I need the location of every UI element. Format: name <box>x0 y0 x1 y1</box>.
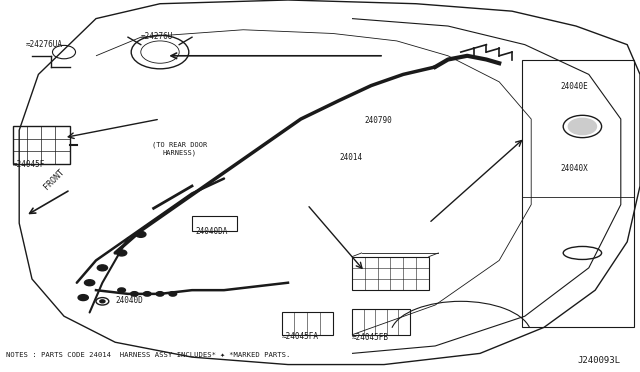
Text: ≂24276U: ≂24276U <box>141 32 173 41</box>
Circle shape <box>143 292 151 296</box>
Text: NOTES : PARTS CODE 24014  HARNESS ASSY INCLUDES* ✦ *MARKED PARTS.: NOTES : PARTS CODE 24014 HARNESS ASSY IN… <box>6 351 291 357</box>
Circle shape <box>131 292 138 296</box>
Circle shape <box>118 288 125 292</box>
Text: ≂24045F: ≂24045F <box>13 160 45 169</box>
Circle shape <box>116 250 127 256</box>
Text: 24040X: 24040X <box>560 164 588 173</box>
Circle shape <box>97 265 108 271</box>
Text: FRONT: FRONT <box>42 167 66 192</box>
Text: 240790: 240790 <box>365 116 392 125</box>
Circle shape <box>78 295 88 301</box>
Text: 24040DA: 24040DA <box>195 227 227 236</box>
Circle shape <box>84 280 95 286</box>
Text: 24040E: 24040E <box>560 82 588 91</box>
Text: ≂24276UA: ≂24276UA <box>26 39 63 48</box>
Text: 24014: 24014 <box>339 153 362 162</box>
Text: ≂24045FB: ≂24045FB <box>352 333 389 342</box>
Text: (TO REAR DOOR
HARNESS): (TO REAR DOOR HARNESS) <box>152 142 207 156</box>
Circle shape <box>169 292 177 296</box>
Circle shape <box>156 292 164 296</box>
Circle shape <box>568 118 596 135</box>
Text: 24040D: 24040D <box>115 296 143 305</box>
Circle shape <box>136 231 146 237</box>
Text: ≂24045FA: ≂24045FA <box>282 331 319 340</box>
Text: J240093L: J240093L <box>578 356 621 365</box>
Circle shape <box>100 300 105 303</box>
